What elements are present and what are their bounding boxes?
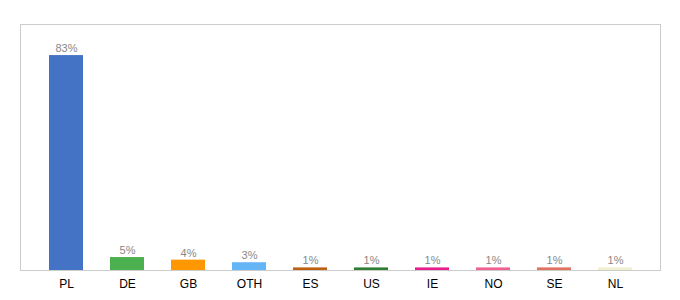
svg-text:1%: 1% (486, 254, 502, 266)
svg-text:NL: NL (608, 277, 624, 291)
svg-text:PL: PL (59, 277, 74, 291)
svg-text:ES: ES (302, 277, 318, 291)
svg-text:DE: DE (119, 277, 136, 291)
svg-text:1%: 1% (608, 254, 624, 266)
svg-text:US: US (363, 277, 380, 291)
svg-text:NO: NO (485, 277, 503, 291)
svg-text:5%: 5% (120, 244, 136, 256)
svg-text:IE: IE (427, 277, 438, 291)
svg-text:1%: 1% (425, 254, 441, 266)
svg-text:4%: 4% (181, 247, 197, 259)
svg-text:1%: 1% (364, 254, 380, 266)
svg-text:83%: 83% (55, 42, 77, 54)
svg-text:3%: 3% (242, 249, 258, 261)
svg-text:OTH: OTH (237, 277, 262, 291)
svg-text:1%: 1% (303, 254, 319, 266)
svg-text:1%: 1% (547, 254, 563, 266)
svg-text:SE: SE (546, 277, 562, 291)
svg-text:GB: GB (180, 277, 197, 291)
